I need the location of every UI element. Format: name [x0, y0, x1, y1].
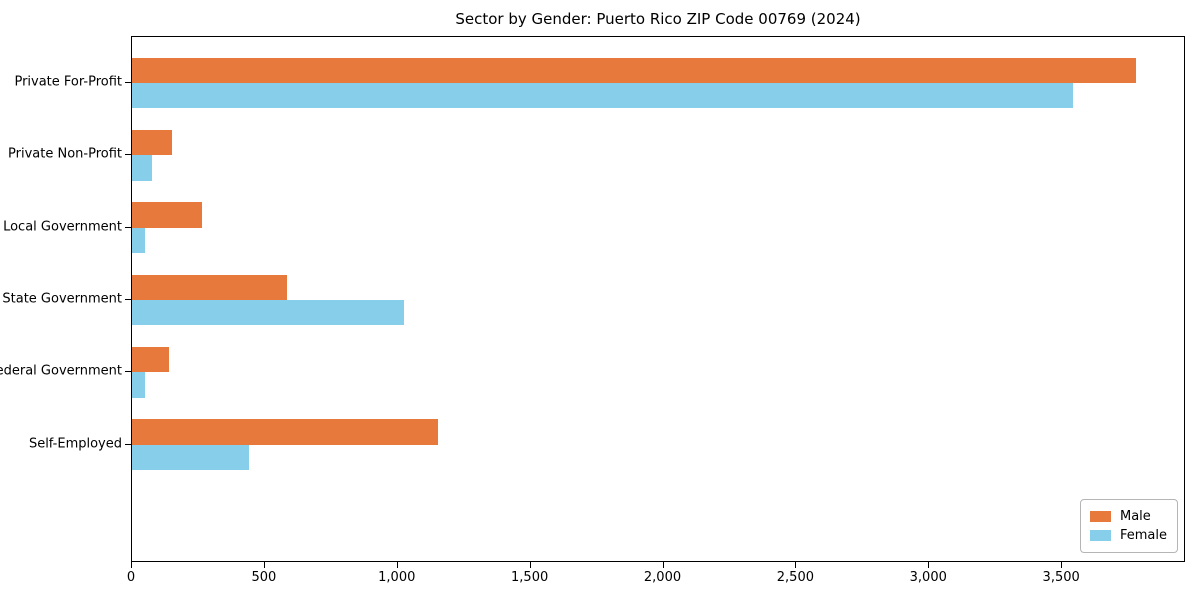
legend-swatch-male — [1089, 511, 1111, 522]
bar-female-federal-government — [132, 372, 146, 398]
xtick-label-1000: 1,000 — [378, 570, 416, 585]
legend-label-female: Female — [1119, 528, 1167, 543]
bar-male-state-government — [132, 274, 288, 300]
legend-swatch-female — [1089, 530, 1111, 541]
bar-female-state-government — [132, 300, 405, 326]
bar-female-local-government — [132, 227, 146, 253]
xtick-mark-0 — [131, 562, 132, 568]
ytick-label-private-non-profit: Private Non-Profit — [8, 146, 122, 162]
ytick-label-federal-government: Federal Government — [0, 363, 122, 379]
ytick-mark-private-non-profit — [125, 154, 131, 156]
plot-area: Male Female — [131, 36, 1185, 562]
ytick-mark-private-for-profit — [125, 81, 131, 83]
xtick-mark-1000 — [396, 562, 398, 568]
ytick-label-local-government: Local Government — [3, 219, 122, 235]
ytick-mark-self-employed — [125, 443, 131, 445]
bar-female-self-employed — [132, 444, 249, 471]
bar-male-federal-government — [132, 347, 170, 373]
bar-male-self-employed — [132, 419, 438, 445]
ytick-mark-local-government — [125, 226, 131, 228]
ytick-label-self-employed: Self-Employed — [28, 436, 122, 452]
xtick-label-2500: 2,500 — [776, 570, 814, 585]
y-axis-labels: Private For-Profit Private Non-Profit Loca… — [0, 36, 122, 562]
ytick-mark-federal-government — [125, 371, 131, 373]
bar-male-local-government — [132, 202, 203, 228]
xtick-label-1500: 1,500 — [511, 570, 549, 585]
bar-female-private-for-profit — [132, 82, 1073, 109]
ytick-label-private-for-profit: Private For-Profit — [14, 74, 122, 90]
bar-female-private-non-profit — [132, 155, 152, 181]
xtick-label-0: 0 — [126, 570, 136, 585]
xtick-label-500: 500 — [251, 570, 277, 585]
xtick-mark-2000 — [662, 562, 664, 568]
ytick-label-state-government: State Government — [2, 291, 122, 307]
xtick-label-3500: 3,500 — [1042, 570, 1080, 585]
xtick-label-3000: 3,000 — [909, 570, 947, 585]
bar-male-private-for-profit — [132, 57, 1137, 83]
xtick-mark-1500 — [529, 562, 531, 568]
bar-male-private-non-profit — [132, 129, 172, 156]
ytick-mark-state-government — [125, 299, 131, 300]
legend: Male Female — [1079, 499, 1178, 553]
xtick-mark-2500 — [795, 562, 797, 568]
xtick-label-2000: 2,000 — [643, 570, 682, 585]
xtick-mark-3000 — [928, 562, 930, 568]
legend-entry-male: Male — [1089, 507, 1167, 526]
xtick-mark-500 — [263, 562, 265, 568]
legend-label-male: Male — [1119, 509, 1151, 524]
xtick-mark-3500 — [1061, 562, 1063, 568]
legend-entry-female: Female — [1089, 526, 1167, 545]
chart-title: Sector by Gender: Puerto Rico ZIP Code 0… — [455, 10, 861, 28]
